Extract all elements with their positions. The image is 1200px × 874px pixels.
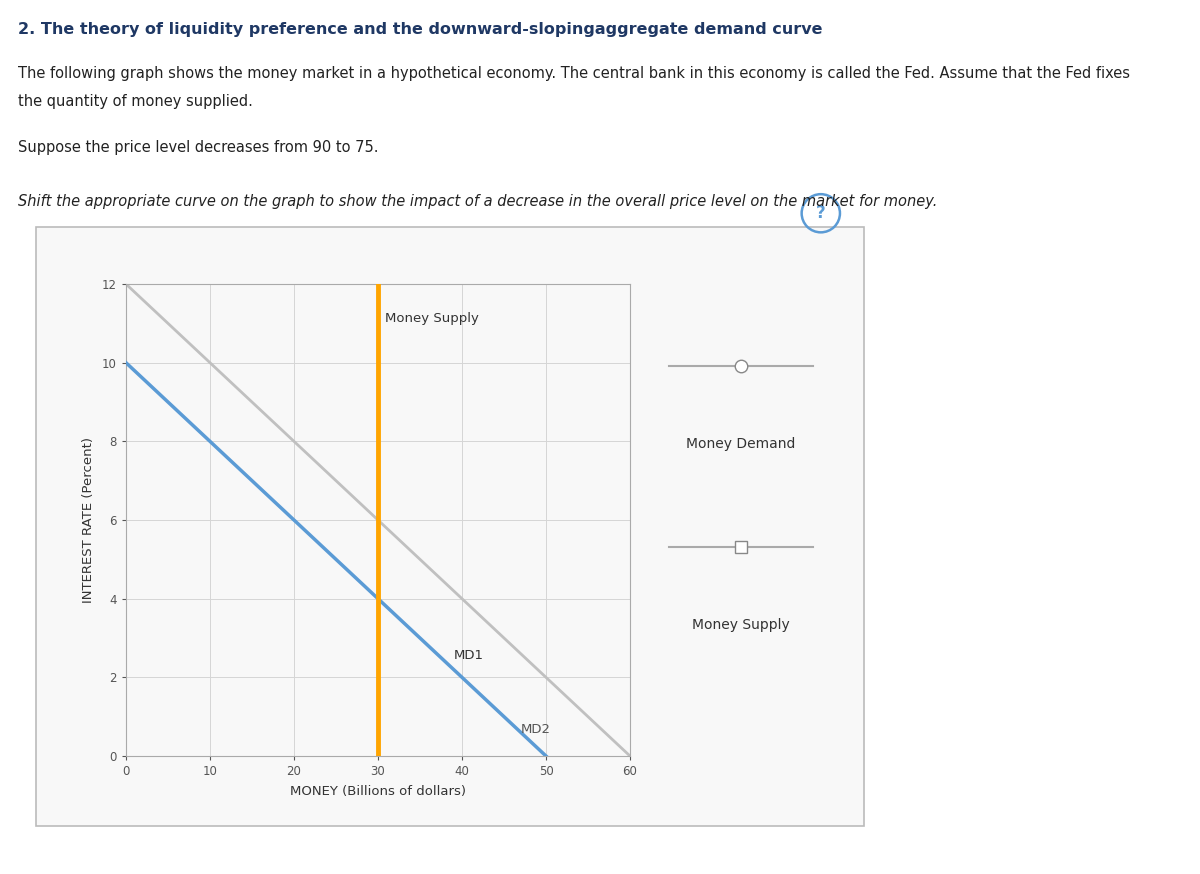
Text: MD1: MD1 [454, 649, 484, 662]
Text: 2. The theory of liquidity preference and the downward-slopingaggregate demand c: 2. The theory of liquidity preference an… [18, 22, 822, 37]
Text: The following graph shows the money market in a hypothetical economy. The centra: The following graph shows the money mark… [18, 66, 1130, 80]
Text: Shift the appropriate curve on the graph to show the impact of a decrease in the: Shift the appropriate curve on the graph… [18, 194, 937, 209]
Y-axis label: INTEREST RATE (Percent): INTEREST RATE (Percent) [82, 437, 95, 603]
Text: ?: ? [816, 205, 826, 222]
Text: the quantity of money supplied.: the quantity of money supplied. [18, 94, 253, 108]
Text: Money Demand: Money Demand [686, 437, 796, 451]
X-axis label: MONEY (Billions of dollars): MONEY (Billions of dollars) [290, 785, 466, 798]
Text: MD2: MD2 [521, 724, 551, 736]
Text: Suppose the price level decreases from 90 to 75.: Suppose the price level decreases from 9… [18, 140, 378, 155]
Text: Money Supply: Money Supply [692, 618, 790, 632]
Text: Money Supply: Money Supply [385, 311, 479, 324]
